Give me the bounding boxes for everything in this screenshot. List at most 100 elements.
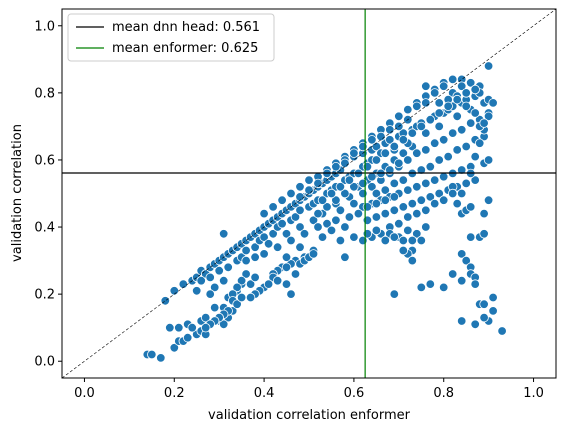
scatter-point <box>470 108 480 118</box>
scatter-point <box>443 151 453 162</box>
scatter-point <box>479 229 489 239</box>
scatter-point <box>371 198 382 209</box>
scatter-point <box>389 289 400 299</box>
scatter-point <box>209 282 220 293</box>
scatter-point <box>250 252 260 262</box>
y-tick-label: 1.0 <box>34 19 55 34</box>
scatter-point <box>439 282 449 293</box>
scatter-point <box>281 252 292 262</box>
scatter-point <box>371 188 382 199</box>
scatter-point <box>268 202 278 212</box>
scatter-point <box>187 323 197 333</box>
scatter-point <box>335 205 346 216</box>
scatter-point <box>358 178 368 189</box>
scatter-point <box>281 229 292 239</box>
scatter-point <box>421 128 431 138</box>
scatter-point <box>457 249 467 259</box>
scatter-point <box>259 208 269 219</box>
scatter-point <box>340 222 350 232</box>
scatter-point <box>218 276 229 286</box>
scatter-point <box>466 118 476 128</box>
y-axis-ticks: 0.0 0.2 0.4 0.6 0.8 1.0 <box>34 19 62 370</box>
y-tick-label: 0.8 <box>34 86 55 101</box>
scatter-point <box>331 195 341 205</box>
scatter-point <box>200 312 211 323</box>
scatter-point <box>421 222 431 232</box>
scatter-point <box>160 296 171 306</box>
scatter-point <box>385 165 395 175</box>
scatter-point <box>389 205 400 216</box>
scatter-point <box>488 306 498 316</box>
scatter-point <box>322 202 332 212</box>
scatter-point <box>331 161 341 172</box>
scatter-point <box>209 302 220 313</box>
scatter-point <box>277 195 287 205</box>
y-tick-label: 0.6 <box>34 153 55 168</box>
scatter-point <box>425 192 436 202</box>
scatter-point <box>376 131 386 142</box>
scatter-point <box>434 108 444 118</box>
scatter-point <box>389 232 400 242</box>
scatter-point <box>457 316 467 326</box>
scatter-point <box>156 353 166 363</box>
scatter-point <box>434 155 444 165</box>
x-tick-label: 0.6 <box>344 386 365 401</box>
scatter-point <box>398 175 409 185</box>
scatter-point <box>416 195 427 205</box>
scatter-points <box>142 61 507 363</box>
scatter-point <box>286 289 296 299</box>
scatter-point <box>448 128 458 138</box>
scatter-point <box>340 188 350 199</box>
scatter-point <box>461 101 471 112</box>
scatter-point <box>380 235 391 246</box>
scatter-point <box>425 114 436 125</box>
x-tick-label: 0.4 <box>254 386 275 401</box>
scatter-point <box>403 225 413 236</box>
scatter-point <box>313 222 323 232</box>
legend-label-mean-enformer: mean enformer: 0.625 <box>112 41 258 56</box>
scatter-point <box>299 229 310 239</box>
scatter-point <box>295 205 305 216</box>
scatter-point <box>358 141 368 152</box>
scatter-point <box>335 235 346 246</box>
scatter-point <box>232 299 242 309</box>
scatter-point <box>398 235 409 246</box>
scatter-point <box>236 292 247 303</box>
scatter-point <box>322 218 332 229</box>
scatter-point <box>241 255 251 266</box>
scatter-point <box>371 212 382 222</box>
scatter-point <box>362 215 373 226</box>
scatter-point <box>416 282 427 293</box>
scatter-point <box>165 323 175 333</box>
scatter-point <box>367 182 377 192</box>
scatter-point <box>272 276 283 286</box>
scatter-point <box>457 125 467 135</box>
scatter-point <box>335 182 346 192</box>
scatter-point <box>434 98 444 108</box>
scatter-point <box>272 242 283 252</box>
scatter-point <box>362 229 373 239</box>
scatter-point <box>448 269 458 279</box>
scatter-point <box>268 229 278 239</box>
scatter-point <box>470 84 480 95</box>
scatter-point <box>218 229 229 239</box>
scatter-point <box>259 232 269 242</box>
scatter-point <box>281 262 292 273</box>
x-axis-ticks: 0.0 0.2 0.4 0.6 0.8 1.0 <box>74 378 544 401</box>
scatter-point <box>466 78 476 88</box>
scatter-point <box>250 242 260 252</box>
scatter-point <box>421 145 431 155</box>
scatter-point <box>398 245 409 256</box>
scatter-point <box>443 101 453 112</box>
scatter-point <box>421 98 431 108</box>
scatter-point <box>245 279 256 289</box>
scatter-point <box>407 235 418 246</box>
scatter-point <box>412 208 422 219</box>
scatter-point <box>475 138 485 148</box>
x-tick-label: 0.8 <box>433 386 454 401</box>
scatter-point <box>421 81 431 91</box>
scatter-point <box>461 255 471 266</box>
scatter-point <box>457 165 467 175</box>
scatter-point <box>349 182 359 192</box>
scatter-point <box>218 319 229 330</box>
